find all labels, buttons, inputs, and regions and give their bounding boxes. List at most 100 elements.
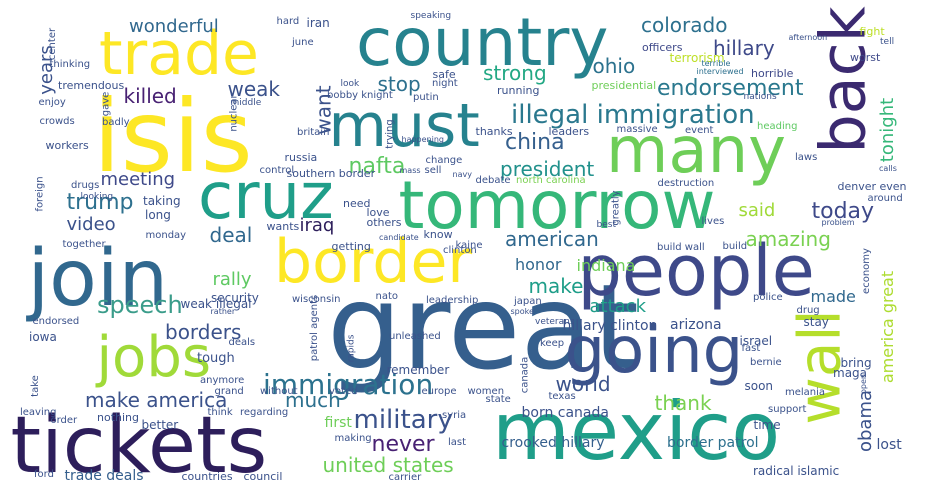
word-syria: syria <box>442 410 467 421</box>
word-hard: hard <box>276 16 300 27</box>
word-getting: getting <box>331 239 371 253</box>
word-build-wall: build wall <box>657 242 705 253</box>
word-navy: navy <box>452 170 472 179</box>
word-american: american <box>505 227 599 251</box>
word-state: state <box>485 394 511 405</box>
word-remember: remember <box>386 363 450 377</box>
word-build: build <box>722 241 748 252</box>
word-stay: stay <box>803 315 829 329</box>
word-bernie: bernie <box>750 357 782 368</box>
word-regarding: regarding <box>240 407 289 418</box>
word-interviewed: interviewed <box>696 67 744 76</box>
word-ohio: ohio <box>592 54 636 78</box>
word-deals: deals <box>228 337 256 348</box>
word-destruction: destruction <box>657 178 715 189</box>
word-center: center <box>47 27 59 61</box>
word-nato: nato <box>375 291 399 302</box>
word-nuclear: nuclear <box>228 94 240 132</box>
word-nations: nations <box>743 91 777 102</box>
word-nothing: nothing <box>97 410 139 424</box>
word-together: together <box>62 239 106 250</box>
word-greatly: greatly <box>610 190 622 226</box>
word-crooked-hillary: crooked hillary <box>501 435 605 451</box>
word-wonderful: wonderful <box>129 16 219 37</box>
word-iowa: iowa <box>29 330 57 344</box>
word-presidential: presidential <box>591 78 657 92</box>
word-endorsement: endorsement <box>657 76 804 101</box>
word-change: change <box>425 155 463 166</box>
word-sell: sell <box>424 165 442 176</box>
word-illegal-immigration: illegal immigration <box>511 100 755 130</box>
word-meeting: meeting <box>100 169 176 190</box>
word-calls: calls <box>879 164 897 173</box>
word-carrier: carrier <box>388 472 422 483</box>
word-world: world <box>555 372 611 396</box>
word-going: going <box>564 314 744 388</box>
word-make: make <box>528 274 584 298</box>
word-running: running <box>497 83 540 97</box>
word-endorsed: endorsed <box>32 316 80 327</box>
word-better: better <box>141 418 179 432</box>
word-last: last <box>448 437 467 448</box>
word-middle: middle <box>230 97 262 108</box>
word-safe: safe <box>432 67 456 81</box>
word-horrible: horrible <box>751 66 794 80</box>
word-colorado: colorado <box>641 13 728 37</box>
word-amazing: amazing <box>745 227 831 251</box>
word-looking: looking <box>80 191 114 202</box>
word-afternoon: afternoon <box>788 33 828 42</box>
word-leaders: leaders <box>548 124 590 138</box>
word-texas: texas <box>548 391 576 402</box>
word-debate: debate <box>475 175 511 186</box>
word-indiana: indiana <box>576 256 636 275</box>
word-tomorrow: tomorrow <box>398 167 716 244</box>
word-never: never <box>371 432 435 457</box>
word-thinking: thinking <box>49 59 91 70</box>
word-russia: russia <box>284 150 318 164</box>
word-southern-border: southern border <box>286 166 376 180</box>
word-know: know <box>423 227 453 241</box>
word-tonight: tonight <box>877 97 899 163</box>
word-arizona: arizona <box>670 317 722 333</box>
word-jobs: jobs <box>96 325 212 390</box>
word-clinton: clinton <box>443 245 477 256</box>
word-tell: tell <box>880 36 895 47</box>
word-wisconsin: wisconsin <box>292 294 341 305</box>
word-support: support <box>768 404 807 415</box>
word-long: long <box>145 208 171 222</box>
word-night: night <box>432 78 458 89</box>
word-rapids: rapids <box>346 334 357 362</box>
word-president: president <box>500 157 595 181</box>
word-patrol-agents: patrol agents <box>309 294 321 362</box>
word-tickets: tickets <box>10 401 268 491</box>
word-officers: officers <box>642 40 683 54</box>
word-candidate: candidate <box>379 233 419 242</box>
word-open: open <box>858 374 868 394</box>
word-border-patrol: border patrol <box>667 435 759 451</box>
word-denver: denver <box>837 179 877 193</box>
word-keep: keep <box>540 338 565 349</box>
word-honor: honor <box>515 255 562 274</box>
word-time: time <box>753 418 781 432</box>
word-iraq: iraq <box>299 215 335 236</box>
word-cruz: cruz <box>198 160 334 234</box>
word-great: great <box>327 258 639 396</box>
word-council: council <box>243 469 283 483</box>
word-soon: soon <box>744 379 774 393</box>
word-without: without <box>260 386 298 397</box>
word-economy: economy <box>860 248 872 294</box>
word-take: take <box>29 375 41 397</box>
word-iran: iran <box>306 16 330 30</box>
word-killed: killed <box>123 84 177 108</box>
word-radical-islamic: radical islamic <box>753 464 840 478</box>
word-leaving: leaving <box>20 407 57 418</box>
word-bobby-knight: bobby knight <box>327 90 393 101</box>
word-strong: strong <box>483 61 547 85</box>
word-lives: lives <box>701 216 725 227</box>
word-attack: attack <box>589 296 647 317</box>
word-weak: weak <box>227 77 281 101</box>
word-terrible: terrible <box>701 59 731 68</box>
word-leadership: leadership <box>426 295 479 306</box>
word-borders: borders <box>165 320 242 344</box>
word-gave: gave <box>99 91 111 117</box>
